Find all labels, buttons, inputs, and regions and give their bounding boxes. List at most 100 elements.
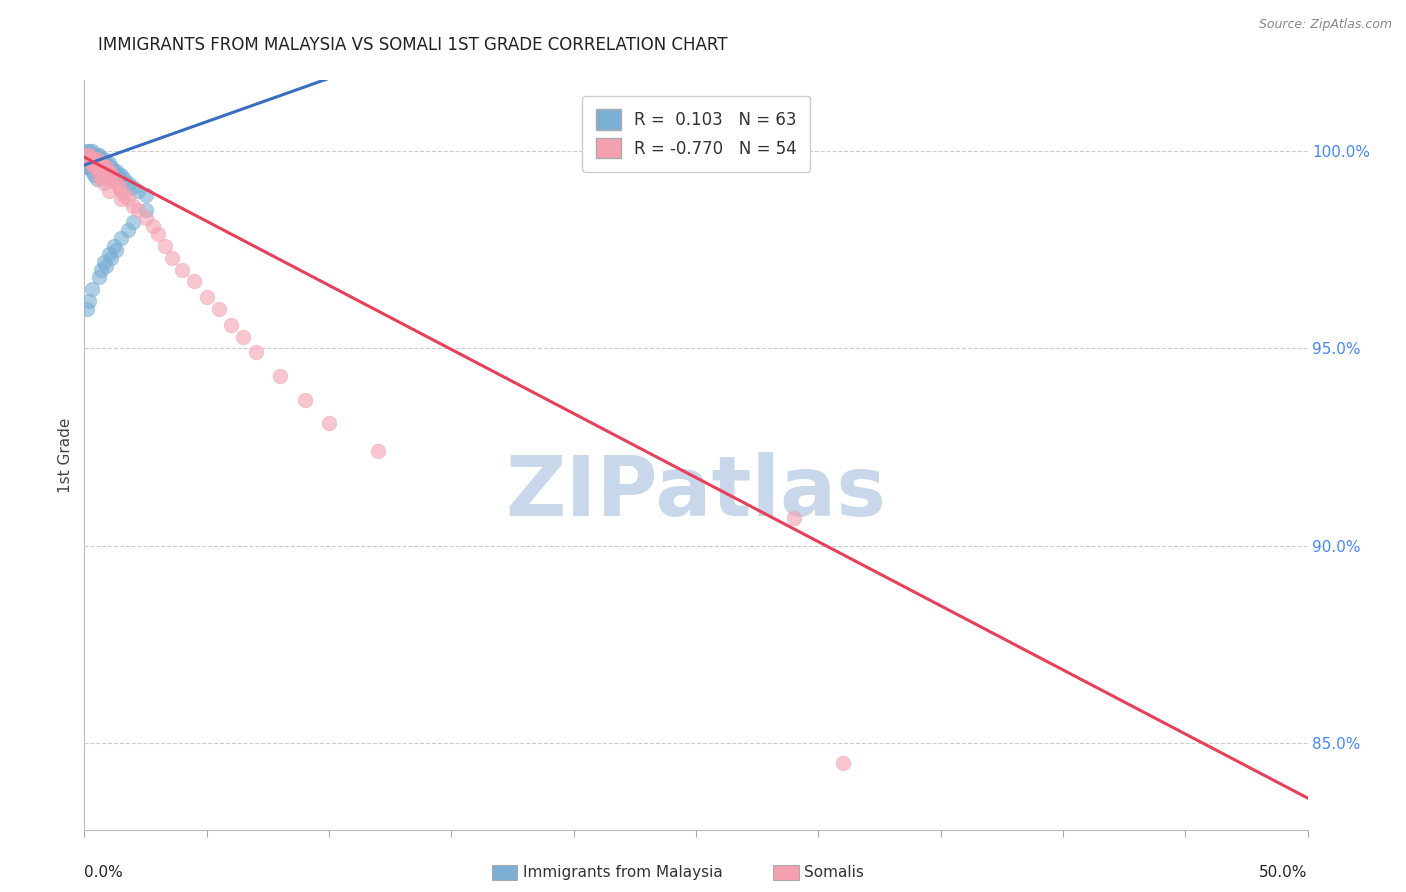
- Point: [122, 215, 145, 229]
- Point: [232, 329, 254, 343]
- Point: [77, 160, 100, 174]
- Point: [110, 184, 132, 198]
- Point: [97, 164, 120, 178]
- Point: [83, 168, 105, 182]
- Point: [107, 168, 129, 182]
- Text: Somalis: Somalis: [804, 865, 865, 880]
- Point: [127, 184, 149, 198]
- Point: [93, 152, 115, 166]
- Point: [117, 176, 139, 190]
- Point: [86, 148, 108, 162]
- Point: [87, 152, 110, 166]
- Point: [76, 156, 98, 170]
- Point: [122, 199, 145, 213]
- Point: [135, 203, 157, 218]
- Point: [77, 145, 100, 159]
- Point: [100, 160, 122, 174]
- Point: [83, 160, 105, 174]
- Point: [100, 168, 122, 182]
- Point: [76, 148, 98, 162]
- Point: [135, 187, 157, 202]
- Point: [107, 179, 129, 194]
- Point: [105, 176, 128, 190]
- Point: [80, 148, 103, 162]
- Point: [117, 223, 139, 237]
- Point: [96, 168, 118, 182]
- Point: [83, 152, 105, 166]
- Point: [86, 160, 108, 174]
- Point: [110, 192, 132, 206]
- Point: [87, 148, 110, 162]
- Point: [97, 184, 120, 198]
- Point: [127, 203, 149, 218]
- Point: [162, 251, 184, 265]
- Point: [76, 152, 98, 166]
- Point: [77, 148, 100, 162]
- Point: [142, 219, 165, 234]
- Point: [90, 156, 112, 170]
- Point: [76, 148, 98, 162]
- Point: [96, 259, 118, 273]
- Point: [76, 301, 98, 316]
- Point: [105, 243, 128, 257]
- Point: [87, 270, 110, 285]
- Point: [80, 156, 103, 170]
- Point: [146, 227, 169, 241]
- Y-axis label: 1st Grade: 1st Grade: [58, 417, 73, 492]
- Point: [103, 172, 125, 186]
- Point: [97, 164, 120, 178]
- Point: [76, 152, 98, 166]
- Point: [80, 156, 103, 170]
- Point: [117, 192, 139, 206]
- Text: 50.0%: 50.0%: [1260, 865, 1308, 880]
- Point: [97, 156, 120, 170]
- Point: [77, 152, 100, 166]
- Point: [783, 511, 806, 525]
- Point: [90, 164, 112, 178]
- Point: [87, 160, 110, 174]
- Point: [96, 156, 118, 170]
- Point: [86, 156, 108, 170]
- Point: [80, 164, 103, 178]
- Point: [80, 145, 103, 159]
- Point: [87, 168, 110, 182]
- Point: [195, 290, 218, 304]
- Point: [90, 262, 112, 277]
- Point: [77, 148, 100, 162]
- Point: [76, 160, 98, 174]
- Point: [245, 345, 267, 359]
- Point: [103, 164, 125, 178]
- Point: [183, 274, 205, 288]
- Text: 0.0%: 0.0%: [84, 865, 124, 880]
- Point: [172, 262, 194, 277]
- Point: [93, 176, 115, 190]
- Point: [77, 156, 100, 170]
- Point: [86, 152, 108, 166]
- Point: [110, 231, 132, 245]
- Point: [76, 145, 98, 159]
- Text: Source: ZipAtlas.com: Source: ZipAtlas.com: [1258, 18, 1392, 31]
- Text: ZIPatlas: ZIPatlas: [506, 452, 886, 533]
- Point: [103, 239, 125, 253]
- Point: [86, 152, 108, 166]
- Point: [318, 417, 340, 431]
- Point: [90, 152, 112, 166]
- Point: [112, 172, 135, 186]
- Point: [83, 148, 105, 162]
- Point: [87, 156, 110, 170]
- Point: [77, 294, 100, 309]
- Point: [112, 187, 135, 202]
- Point: [122, 179, 145, 194]
- Point: [93, 160, 115, 174]
- Point: [90, 156, 112, 170]
- Point: [110, 168, 132, 182]
- Point: [831, 756, 853, 770]
- Point: [86, 156, 108, 170]
- Point: [153, 239, 176, 253]
- Point: [97, 247, 120, 261]
- Point: [219, 318, 242, 332]
- Text: Immigrants from Malaysia: Immigrants from Malaysia: [523, 865, 723, 880]
- Point: [83, 152, 105, 166]
- Point: [77, 152, 100, 166]
- Point: [80, 282, 103, 296]
